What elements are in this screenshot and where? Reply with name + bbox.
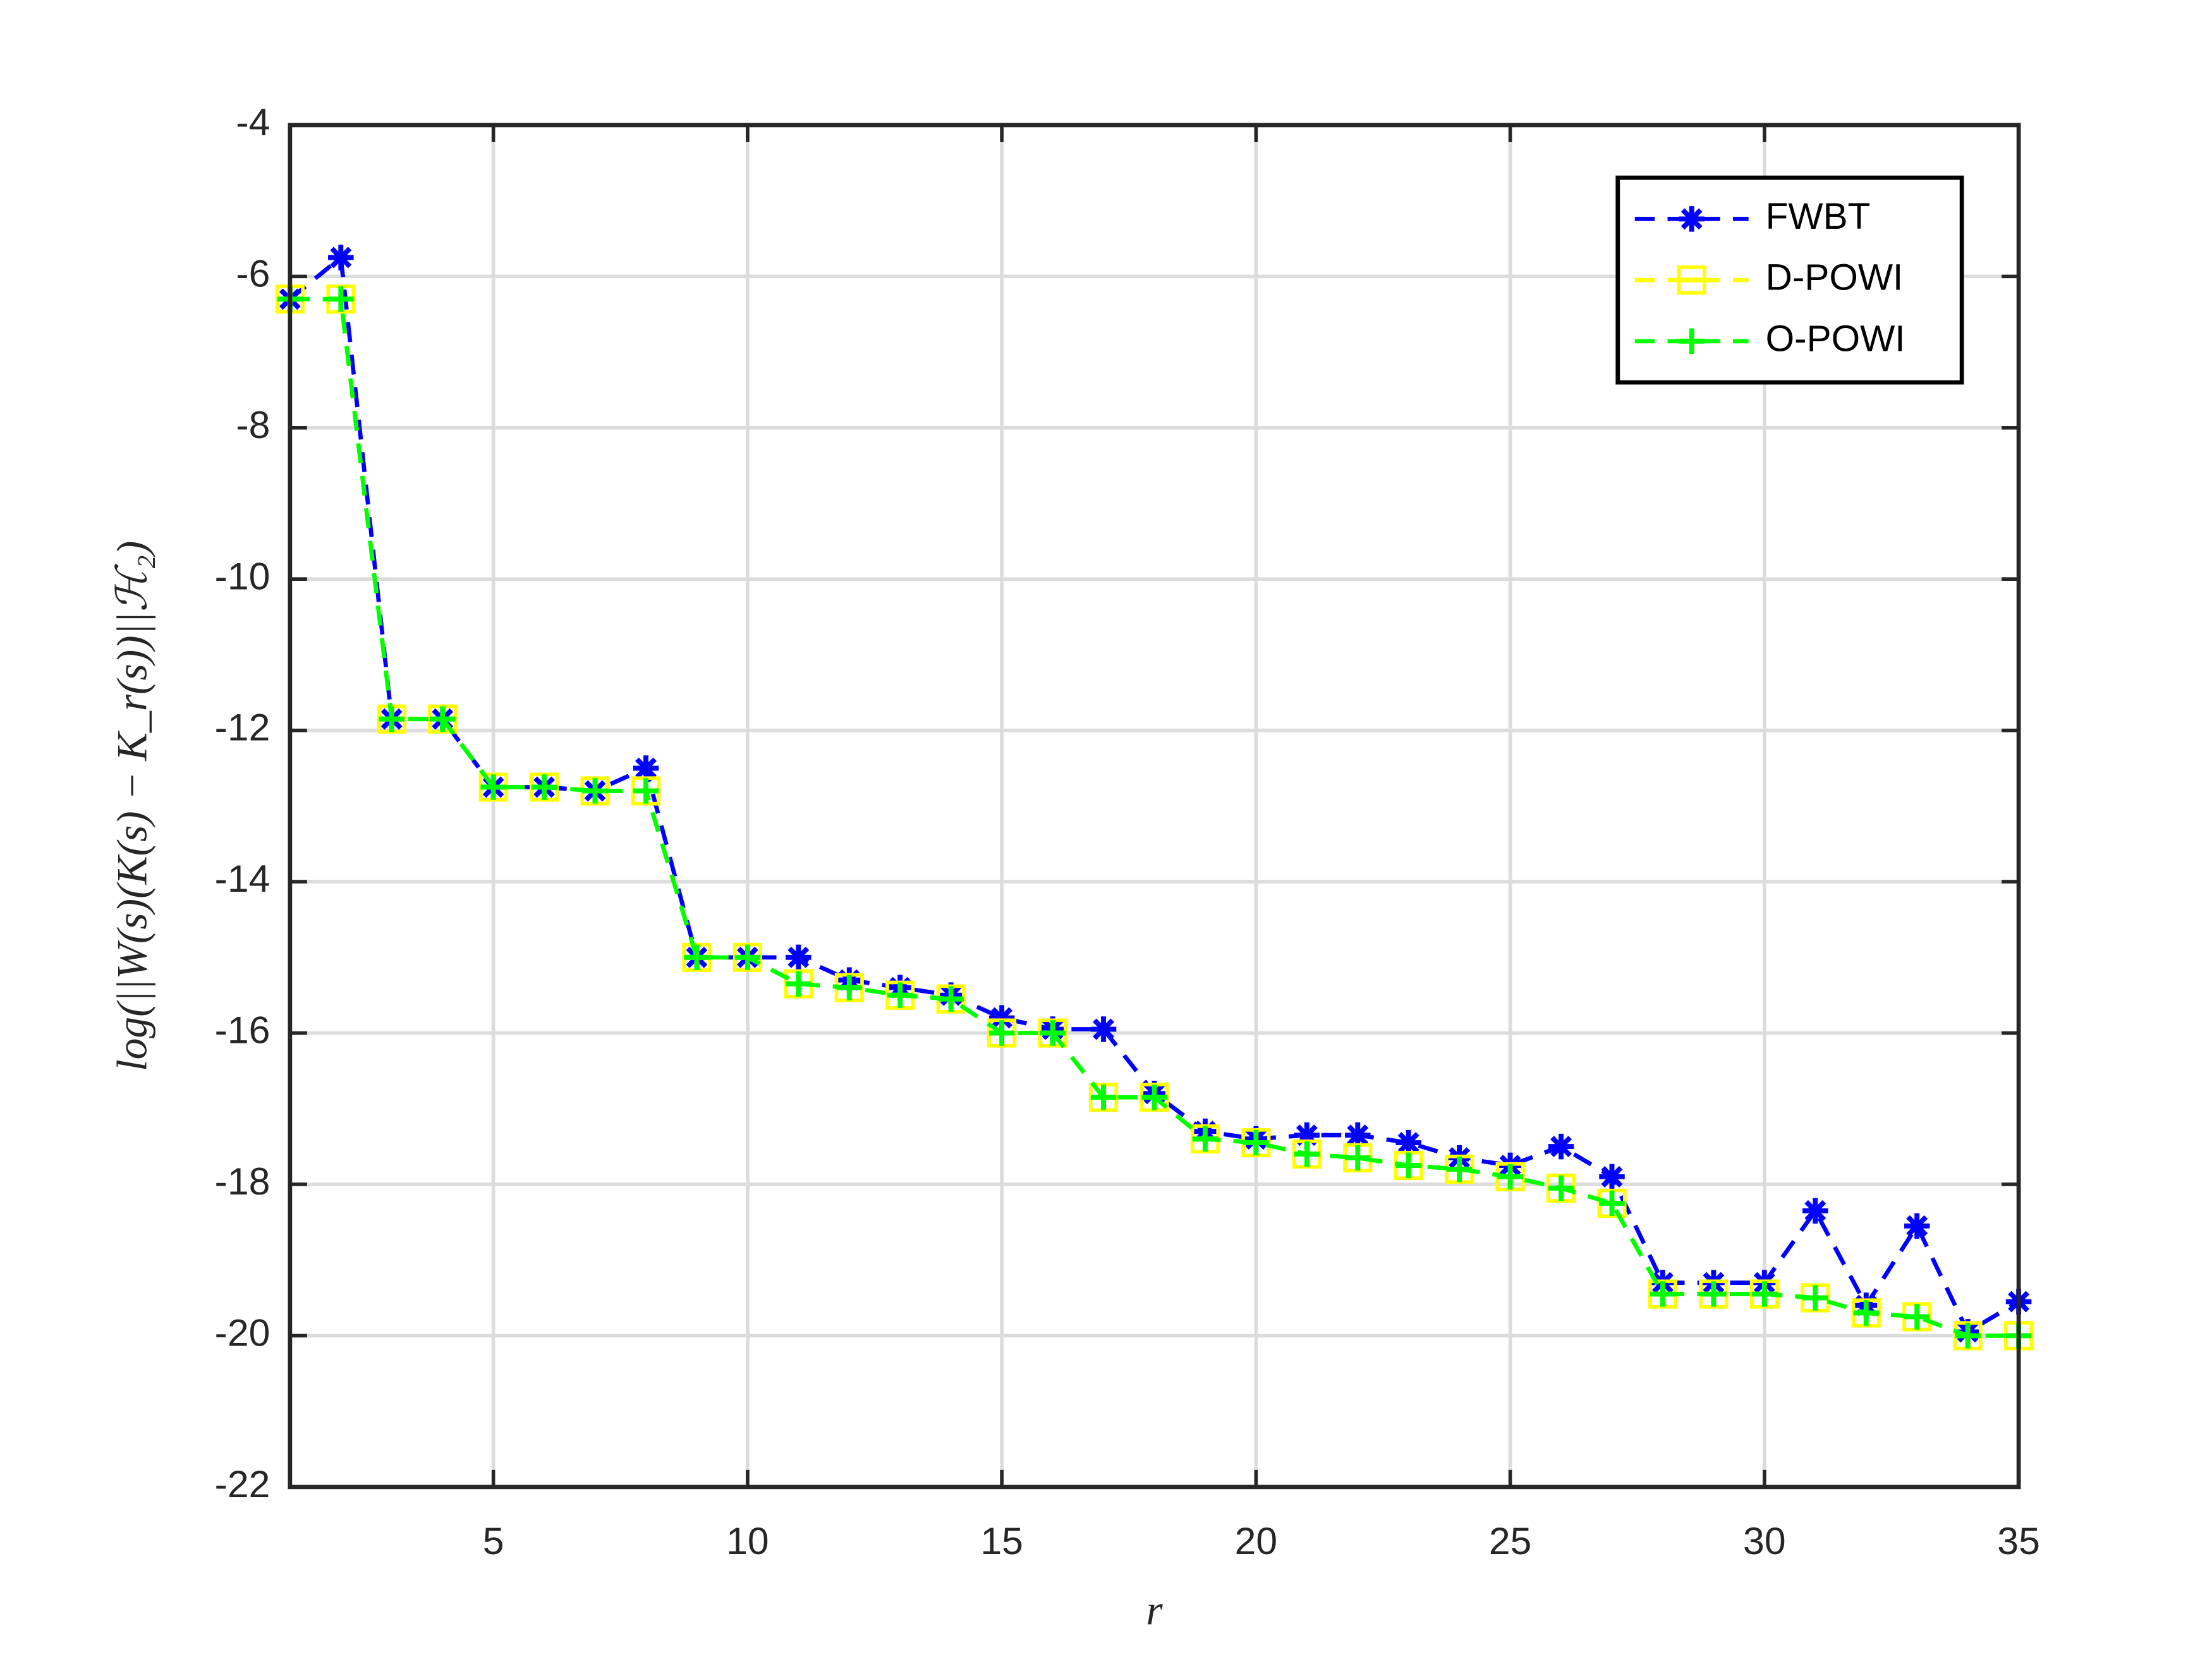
marker <box>887 982 913 1008</box>
legend-label: D-POWI <box>1766 257 1904 298</box>
x-tick-label: 20 <box>1235 1519 1278 1562</box>
x-tick-label: 30 <box>1743 1519 1786 1562</box>
y-tick-label: -20 <box>215 1311 270 1354</box>
marker-stroke <box>1093 1018 1114 1040</box>
y-tick-label: -8 <box>236 403 270 446</box>
marker-stroke <box>1347 1124 1369 1146</box>
marker <box>1141 1085 1167 1110</box>
marker <box>328 286 354 312</box>
marker <box>1548 1133 1574 1160</box>
y-axis-label: log(||W(s)(K(s) − K_r(s))||ℋ₂) <box>108 541 155 1071</box>
marker <box>633 778 659 804</box>
legend: FWBT D-POWI O-POWI <box>1615 175 1964 385</box>
marker <box>1090 1016 1117 1042</box>
marker <box>480 774 506 800</box>
marker <box>633 755 659 781</box>
x-tick-label: 35 <box>1997 1519 2040 1562</box>
marker-stroke <box>787 946 810 968</box>
marker <box>1679 206 1705 232</box>
x-tick-label: 5 <box>483 1519 504 1562</box>
marker-stroke <box>991 1007 1013 1029</box>
marker <box>786 971 811 997</box>
marker-stroke <box>635 757 657 779</box>
x-tick-label: 15 <box>980 1519 1023 1562</box>
y-tick-label: -22 <box>215 1462 270 1505</box>
marker <box>1599 1164 1625 1190</box>
marker <box>1650 1281 1676 1307</box>
marker <box>786 944 811 971</box>
y-tick-label: -14 <box>215 857 270 900</box>
marker <box>1548 1175 1574 1201</box>
y-tick-label: -12 <box>215 706 270 749</box>
marker <box>836 975 863 1000</box>
marker <box>1751 1281 1778 1307</box>
marker-stroke <box>1601 1166 1623 1188</box>
marker <box>1446 1156 1473 1182</box>
marker-stroke <box>330 246 352 269</box>
y-tick-label: -16 <box>215 1009 270 1052</box>
marker-stroke <box>1906 1215 1928 1237</box>
marker <box>684 944 710 971</box>
marker <box>1599 1190 1625 1217</box>
legend-label: FWBT <box>1766 196 1871 237</box>
x-tick-label: 25 <box>1489 1519 1532 1562</box>
marker <box>1853 1300 1879 1326</box>
marker <box>734 944 761 971</box>
marker <box>582 778 608 804</box>
marker <box>1345 1145 1371 1171</box>
marker-stroke <box>1397 1132 1419 1154</box>
y-tick-label: -18 <box>215 1160 270 1203</box>
marker <box>1192 1126 1218 1152</box>
marker <box>1679 328 1705 355</box>
marker <box>1090 1085 1117 1110</box>
marker <box>1904 1213 1930 1239</box>
marker <box>1904 1304 1930 1330</box>
axes-box <box>288 123 2021 1490</box>
marker-stroke <box>1550 1136 1572 1158</box>
marker <box>988 1020 1015 1046</box>
marker <box>938 986 964 1012</box>
x-axis-label: r <box>1146 1587 1163 1634</box>
marker <box>1497 1164 1523 1190</box>
marker <box>1677 265 1706 295</box>
marker <box>1040 1020 1066 1046</box>
y-tick-label: -6 <box>236 252 270 295</box>
marker <box>1802 1198 1828 1224</box>
legend-label: O-POWI <box>1766 318 1905 359</box>
y-tick-label: -10 <box>215 554 270 597</box>
x-tick-label: 10 <box>726 1519 769 1562</box>
marker <box>379 706 405 732</box>
marker <box>328 245 354 270</box>
marker <box>1294 1141 1320 1167</box>
marker <box>531 774 557 800</box>
marker <box>1701 1281 1727 1307</box>
y-tick-label: -4 <box>236 100 270 143</box>
marker <box>1802 1285 1828 1311</box>
marker <box>1395 1152 1421 1179</box>
marker-stroke <box>1680 208 1703 230</box>
marker-stroke <box>1804 1200 1826 1222</box>
marker <box>1243 1129 1269 1156</box>
marker <box>1955 1323 1981 1349</box>
marker <box>429 706 456 732</box>
